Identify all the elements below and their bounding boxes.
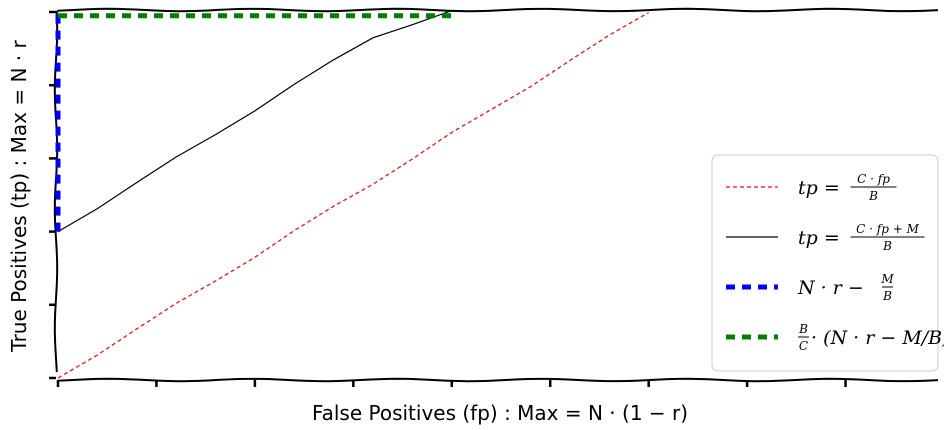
y-axis-label: True Positives (tp) : Max = N · r [7, 40, 31, 353]
top-spine [57, 7, 939, 13]
legend-label-green-den: C [799, 339, 808, 353]
legend-label-black-num: C · fp + M [856, 222, 919, 236]
legend-label-blue-den: B [882, 289, 892, 303]
series-layer [55, 10, 649, 379]
legend-label-red-lhs: tp = [798, 177, 840, 199]
series-black-line [57, 10, 453, 233]
bottom-spine [57, 377, 939, 383]
legend-label-red-den: B [868, 189, 878, 203]
legend-label-black-lhs: tp = [798, 227, 840, 249]
legend-box [711, 154, 939, 372]
series-red-line [57, 11, 649, 379]
legend-label-green-num: B [798, 322, 808, 336]
legend-label-blue-lhs: N · r − [797, 277, 864, 299]
legend-label-green-rhs: · (N · r − M/B) [811, 327, 944, 349]
legend-label-red-num: C · fp [857, 172, 890, 186]
legend-label-blue-num: M [880, 272, 894, 286]
legend-label-black-den: B [882, 239, 892, 253]
x-axis-label: False Positives (fp) : Max = N · (1 − r) [312, 401, 688, 425]
